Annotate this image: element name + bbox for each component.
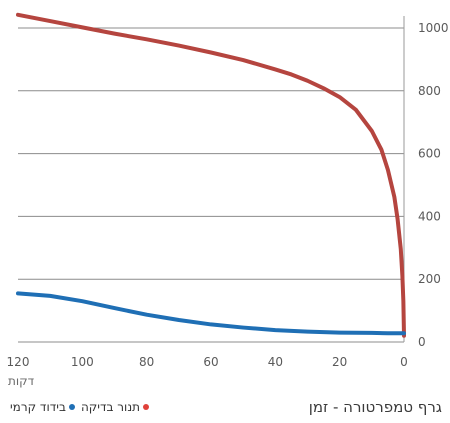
y-tick-label: 800 [418, 84, 441, 98]
chart-footer: גרף טמפרטורה - זמן תנור בדיקה בידוד קרמי [0, 398, 450, 422]
legend-dot-icon [143, 404, 150, 410]
y-tick-label: 1000 [418, 21, 449, 35]
chart-title: גרף טמפרטורה - זמן [308, 398, 442, 416]
x-tick-label: 20 [332, 355, 347, 369]
legend-item-test-furnace: תנור בדיקה [80, 400, 150, 414]
y-tick-label: 400 [418, 209, 441, 223]
grid-lines [18, 27, 404, 343]
x-tick-label: 100 [71, 355, 94, 369]
x-axis-label: דקות [8, 374, 35, 388]
legend-label: תנור בדיקה [80, 400, 141, 414]
series-line [16, 12, 406, 338]
y-tick-labels: 0 200 400 600 800 1000 [418, 21, 449, 349]
y-tick-label: 0 [418, 335, 426, 349]
legend-item-ceramic-insulation: בידוד קרמי [10, 400, 75, 414]
legend-dot-icon [68, 404, 75, 410]
x-tick-label: 80 [139, 355, 154, 369]
y-tick-label: 600 [418, 147, 441, 161]
x-tick-label: 40 [268, 355, 283, 369]
y-tick-label: 200 [418, 272, 441, 286]
x-tick-label: 120 [7, 355, 30, 369]
x-tick-labels: 120 100 80 60 40 20 0 [7, 355, 408, 369]
legend: תנור בדיקה בידוד קרמי [10, 400, 150, 414]
series-line [16, 291, 406, 336]
x-tick-label: 0 [400, 355, 408, 369]
legend-label: בידוד קרמי [10, 400, 66, 414]
x-tick-label: 60 [203, 355, 218, 369]
series-lines [16, 12, 406, 338]
